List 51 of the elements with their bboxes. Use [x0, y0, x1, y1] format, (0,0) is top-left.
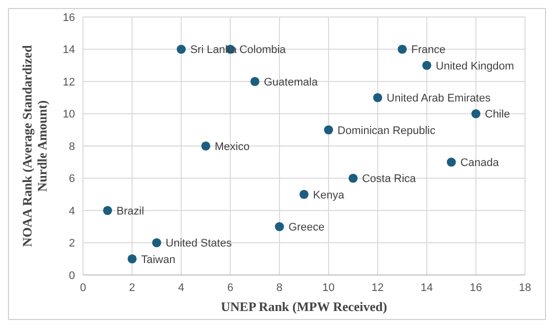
point: [422, 60, 432, 70]
annotation: France: [411, 44, 446, 56]
annotation: Canada: [460, 157, 500, 170]
x-tick-label: 14: [420, 282, 433, 294]
point: [324, 125, 334, 134]
point: [274, 222, 284, 232]
point: [348, 174, 358, 183]
annotation: Taiwan: [141, 254, 176, 266]
point: [201, 141, 210, 151]
point: [299, 190, 309, 199]
point: [446, 158, 456, 167]
annotation: Guatemala: [264, 76, 319, 88]
annotation: Mexico: [214, 140, 250, 153]
x-tick-label: 0: [80, 282, 86, 294]
x-tick-label: 2: [129, 282, 136, 294]
y-tick-label: 16: [62, 12, 75, 24]
point: [152, 238, 162, 248]
x-tick-label: 18: [518, 282, 532, 294]
y-tick-label: 8: [68, 140, 75, 153]
point: [103, 206, 112, 216]
y-tick-label: 0: [68, 270, 75, 282]
annotation: Brazil: [116, 205, 144, 218]
x-tick-label: 6: [227, 282, 234, 294]
y-tick-label: 12: [62, 76, 75, 88]
point: [398, 44, 407, 54]
point: [128, 254, 137, 264]
annotation: Kenya: [313, 189, 346, 202]
annotation: Dominican Republic: [338, 124, 436, 137]
x-tick-label: 16: [470, 282, 482, 294]
y-axis-title: NOAA Rank (Average Standardized Nurdle Amount): [20, 44, 50, 247]
point: [471, 109, 480, 118]
annotation: United States: [166, 238, 232, 250]
y-tick-label: 6: [68, 173, 75, 186]
x-axis-title: UNEP Rank (MPW Received): [220, 299, 388, 314]
y-tick-label: 2: [68, 238, 75, 250]
x-tick-label: 10: [322, 282, 335, 294]
annotation: Chile: [484, 108, 510, 121]
annotation: Greece: [288, 222, 325, 234]
y-tick-label: 10: [62, 108, 75, 121]
point: [250, 76, 260, 86]
annotation: United Kingdom: [436, 60, 514, 72]
annotation: Costa Rica: [362, 173, 417, 186]
x-tick-label: 4: [178, 282, 184, 294]
annotation: United Arab Emirates: [386, 92, 492, 105]
point: [176, 44, 186, 54]
annotation: Colombia: [239, 44, 287, 56]
point: [373, 93, 382, 102]
y-tick-label: 14: [62, 44, 75, 56]
y-tick-label: 4: [68, 205, 75, 218]
x-tick-label: 12: [372, 282, 384, 294]
x-tick-label: 8: [276, 282, 283, 294]
